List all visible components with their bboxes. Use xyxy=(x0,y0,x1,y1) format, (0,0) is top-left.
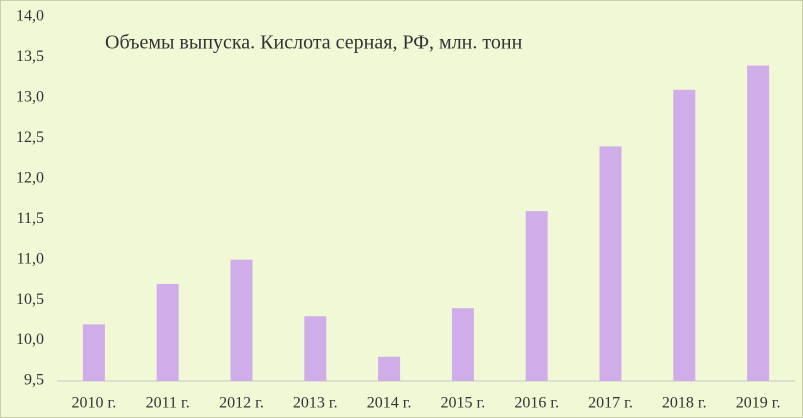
x-tick-label: 2019 г. xyxy=(736,395,781,412)
x-tick-label: 2014 г. xyxy=(367,395,412,412)
x-tick-label: 2016 г. xyxy=(514,395,559,412)
x-tick-label: 2011 г. xyxy=(146,395,190,412)
x-tick-label: 2015 г. xyxy=(441,395,486,412)
x-tick-label: 2017 г. xyxy=(588,395,633,412)
y-tick-label: 10,0 xyxy=(16,331,44,348)
bar xyxy=(82,324,105,381)
y-tick-label: 13,0 xyxy=(16,89,44,106)
y-tick-label: 11,0 xyxy=(17,250,44,267)
bar xyxy=(451,308,474,381)
chart-title: Объемы выпуска. Кислота серная, РФ, млн.… xyxy=(105,32,523,54)
x-tick-label: 2012 г. xyxy=(219,395,264,412)
bar xyxy=(378,356,401,381)
bar xyxy=(156,283,179,381)
y-tick-label: 14,0 xyxy=(16,8,44,25)
x-tick-label: 2018 г. xyxy=(662,395,707,412)
bar xyxy=(673,89,696,382)
bar xyxy=(230,259,253,381)
bar xyxy=(525,211,548,381)
y-tick-label: 12,5 xyxy=(16,129,44,146)
y-tick-label: 9,5 xyxy=(24,372,44,389)
bar xyxy=(599,146,622,381)
bar xyxy=(747,65,770,382)
y-tick-label: 10,5 xyxy=(16,291,44,308)
y-tick-label: 13,5 xyxy=(16,48,44,65)
y-tick-label: 12,0 xyxy=(16,169,44,186)
bar xyxy=(304,316,327,381)
y-tick-label: 11,5 xyxy=(17,210,44,227)
x-tick-label: 2013 г. xyxy=(293,395,338,412)
x-tick-label: 2010 г. xyxy=(72,395,117,412)
